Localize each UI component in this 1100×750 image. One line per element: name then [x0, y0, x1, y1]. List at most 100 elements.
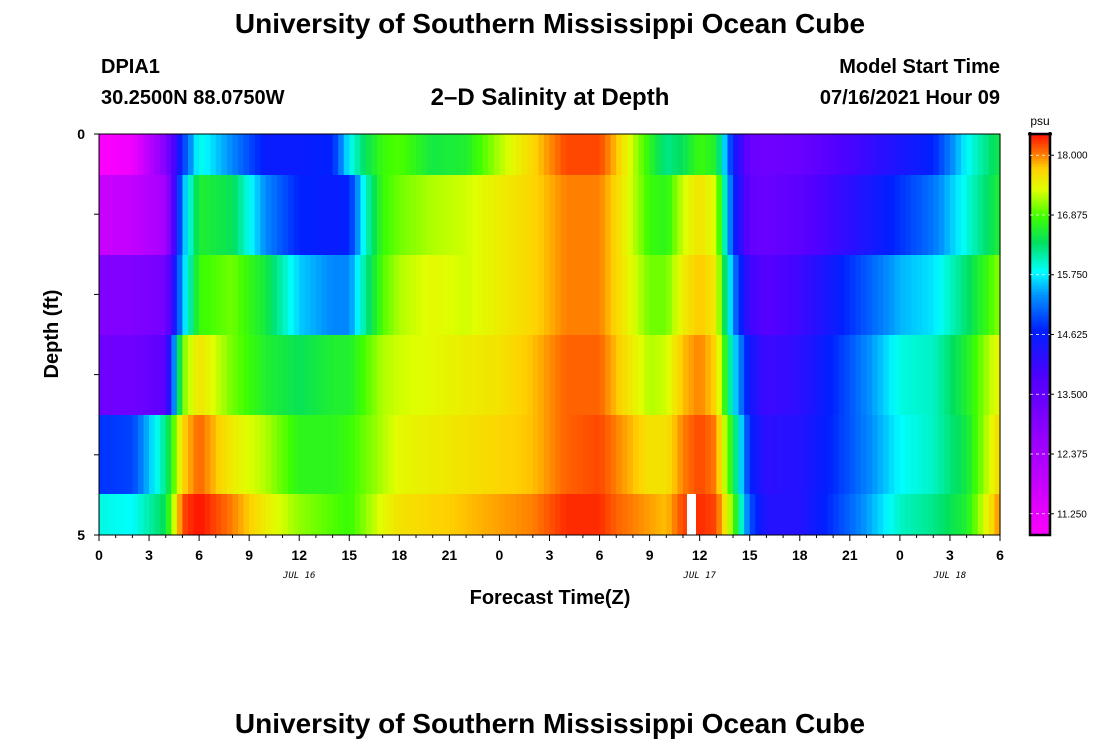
heatmap-cell [410, 494, 417, 535]
heatmap-cell [571, 175, 578, 255]
heatmap-cell [176, 335, 184, 415]
heatmap-cell [499, 335, 506, 415]
heatmap-cell [860, 415, 868, 494]
heatmap-cell [243, 494, 250, 535]
heatmap-cell [204, 494, 211, 535]
colorbar-segment [1030, 161, 1050, 165]
heatmap-cell [282, 175, 289, 255]
colorbar-segment [1030, 422, 1050, 426]
heatmap-cell [655, 335, 662, 415]
heatmap-cell [822, 494, 829, 535]
heatmap-cell [193, 134, 200, 175]
colorbar-corner-dot [1028, 132, 1032, 136]
heatmap-cell [321, 494, 328, 535]
heatmap-cell [716, 255, 723, 335]
heatmap-cell [454, 134, 462, 175]
heatmap-cell [327, 175, 334, 255]
heatmap-cell [977, 175, 984, 255]
heatmap-cell [427, 335, 434, 415]
heatmap-cell [783, 415, 790, 494]
heatmap-cell [571, 494, 578, 535]
heatmap-cell [293, 494, 300, 535]
heatmap-cell [187, 335, 195, 415]
colorbar-segment [1030, 261, 1050, 265]
heatmap-cell [688, 415, 695, 494]
heatmap-cell [716, 415, 723, 494]
heatmap-cell [260, 134, 267, 175]
colorbar-segment [1030, 529, 1050, 533]
heatmap-cell [421, 335, 428, 415]
heatmap-cell [427, 494, 434, 535]
heatmap-cell [955, 415, 962, 494]
heatmap-cell [699, 134, 706, 175]
colorbar-segment [1030, 171, 1050, 175]
heatmap-cell [199, 255, 206, 335]
heatmap-cell [838, 134, 845, 175]
heatmap-cell [332, 494, 339, 535]
heatmap-cell [187, 134, 195, 175]
heatmap-cell [883, 255, 890, 335]
heatmap-cell [710, 494, 717, 535]
heatmap-cell [860, 255, 868, 335]
heatmap-cell [377, 494, 384, 535]
heatmap-cell [927, 494, 934, 535]
heatmap-cell [849, 134, 856, 175]
heatmap-cell [543, 255, 551, 335]
heatmap-cell [994, 175, 1001, 255]
heatmap-cell [922, 494, 929, 535]
heatmap-cell [477, 175, 484, 255]
heatmap-cell [532, 175, 539, 255]
colorbar-label: 16.875 [1057, 210, 1088, 221]
colorbar-segment [1030, 316, 1050, 320]
heatmap-cell [671, 415, 679, 494]
heatmap-cell [938, 134, 945, 175]
heatmap-cell [805, 175, 812, 255]
x-tick-label: 3 [946, 547, 954, 563]
heatmap-cell [276, 134, 284, 175]
heatmap-cell [521, 175, 528, 255]
colorbar-segment [1030, 437, 1050, 441]
colorbar-segment [1030, 344, 1050, 348]
heatmap-cell [365, 415, 373, 494]
colorbar-segment [1030, 467, 1050, 471]
heatmap-cell [593, 335, 601, 415]
heatmap-cell [299, 415, 306, 494]
heatmap-cell [566, 134, 573, 175]
heatmap-cell [610, 494, 617, 535]
heatmap-cell [460, 255, 467, 335]
heatmap-cell [471, 494, 478, 535]
heatmap-cell [99, 175, 106, 255]
heatmap-cell [371, 255, 378, 335]
heatmap-cell [988, 494, 996, 535]
heatmap-cell [132, 175, 139, 255]
heatmap-cell [510, 494, 517, 535]
heatmap-cell [716, 175, 723, 255]
colorbar-segment [1030, 417, 1050, 421]
heatmap-cell [204, 175, 211, 255]
colorbar-segment [1030, 402, 1050, 406]
heatmap-cell [571, 415, 578, 494]
heatmap-cell [593, 255, 601, 335]
heatmap-cell [727, 255, 734, 335]
heatmap-cell [627, 494, 634, 535]
heatmap-cell [816, 255, 823, 335]
heatmap-cell [238, 335, 245, 415]
heatmap-cell [621, 335, 628, 415]
heatmap-cell [538, 175, 545, 255]
heatmap-cell [860, 335, 868, 415]
x-tick-label: 0 [896, 547, 904, 563]
colorbar-segment [1030, 342, 1050, 346]
heatmap-cell [961, 255, 968, 335]
heatmap-cell [99, 335, 106, 415]
colorbar-segment [1030, 314, 1050, 318]
heatmap-cell [877, 415, 884, 494]
heatmap-cell [221, 494, 228, 535]
footer-title: University of Southern Mississippi Ocean… [234, 708, 866, 739]
heatmap-cell [471, 255, 478, 335]
heatmap-cell [644, 175, 651, 255]
heatmap-cell [182, 175, 189, 255]
x-tick-label: 3 [546, 547, 554, 563]
heatmap-cell [755, 175, 762, 255]
heatmap-cell [961, 335, 968, 415]
heatmap-cell [343, 415, 350, 494]
